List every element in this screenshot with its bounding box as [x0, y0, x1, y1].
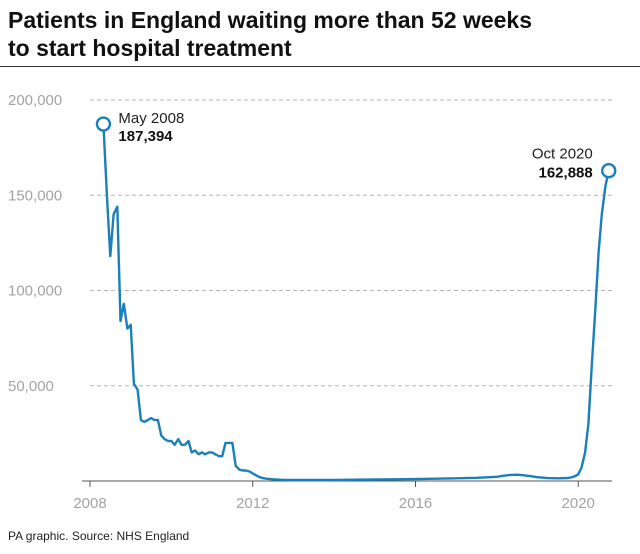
annotation-value-0: 187,394 [118, 128, 173, 145]
x-tick-label-1: 2012 [236, 495, 269, 512]
annotation-marker-1 [601, 162, 617, 179]
title-line-2: to start hospital treatment [8, 35, 292, 61]
axis-labels: 200,000 150,000 100,000 50,000 2008 2012 2016 2… [8, 92, 595, 512]
annotation-value-1: 162,888 [539, 165, 593, 182]
y-tick-label-0: 200,000 [8, 92, 62, 109]
annotation-label-1: Oct 2020 [532, 146, 593, 163]
source-note: PA graphic. Source: NHS England [8, 529, 190, 543]
x-tick-label-3: 2020 [562, 495, 595, 512]
annotation-label-0: May 2008 [118, 110, 184, 127]
gridlines [82, 99, 612, 487]
y-tick-label-1: 150,000 [8, 187, 62, 204]
y-tick-label-2: 100,000 [8, 283, 62, 300]
chart-title: Patients in England waiting more than 52… [8, 6, 632, 62]
title-line-1: Patients in England waiting more than 52… [8, 7, 533, 33]
x-tick-label-0: 2008 [73, 495, 106, 512]
annotation-marker-0 [95, 116, 112, 132]
x-tick-label-2: 2016 [399, 495, 432, 512]
title-divider [0, 66, 640, 67]
y-tick-label-3: 50,000 [8, 378, 54, 395]
series-line-waiting-patients [102, 122, 610, 482]
